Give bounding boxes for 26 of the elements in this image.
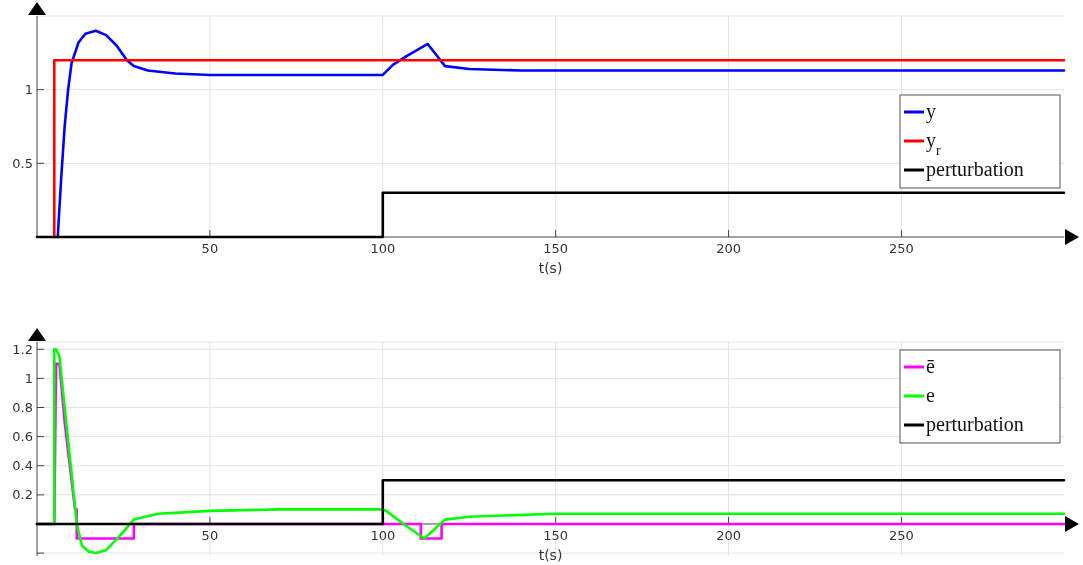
- legend-label: y$_{r}$: [926, 129, 941, 158]
- x-tick-label: 150: [543, 241, 569, 256]
- x-tick-label: 250: [889, 527, 914, 543]
- y-tick-label: 1: [24, 82, 33, 98]
- y-tick-label: 0.6: [12, 429, 33, 445]
- legend-label: perturbation: [926, 413, 1024, 436]
- x-tick-label: 200: [716, 241, 741, 256]
- legend-label: e: [926, 384, 935, 406]
- y-tick-label: 0.4: [12, 458, 33, 474]
- x-tick-label: 50: [201, 527, 219, 543]
- x-tick-label: 200: [716, 527, 741, 543]
- y-tick-label: 0.5: [12, 155, 33, 171]
- x-tick-label: 50: [201, 241, 219, 256]
- x-tick-label: 100: [370, 527, 396, 543]
- x-tick-label: 150: [543, 527, 569, 543]
- y-tick-label: 1: [24, 370, 33, 386]
- y-tick-label: 0.8: [12, 400, 33, 416]
- y-tick-label: 1.2: [12, 341, 33, 357]
- legend-label: ē: [926, 355, 935, 377]
- x-axis-title: t(s): [538, 546, 563, 563]
- legend-label: y: [926, 100, 936, 123]
- x-tick-label: 250: [889, 241, 914, 256]
- x-axis-title: t(s): [538, 260, 563, 276]
- legend-label: perturbation: [926, 158, 1024, 181]
- y-tick-label: 0.2: [12, 487, 33, 503]
- x-tick-label: 100: [370, 241, 396, 256]
